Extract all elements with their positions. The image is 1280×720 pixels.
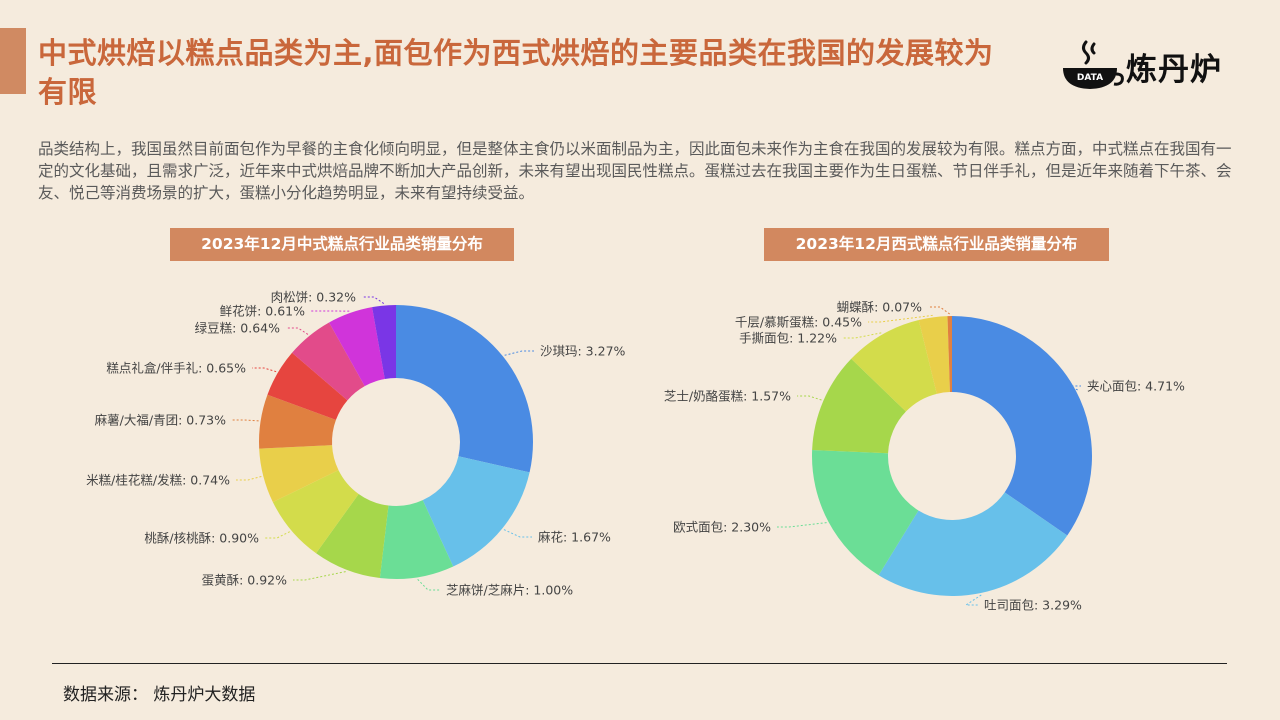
data-source: 数据来源： 炼丹炉大数据: [63, 685, 256, 705]
slice-0: [952, 316, 1092, 536]
slice-3: [316, 493, 389, 579]
leader-line-2: [777, 522, 827, 528]
leader-line-3: [797, 395, 822, 401]
slice-label-4: 手撕面包: 1.22%: [739, 331, 837, 346]
logo-text: 炼丹炉: [1126, 52, 1222, 88]
slice-label-0: 沙琪玛: 3.27%: [540, 344, 626, 359]
slice-label-2: 欧式面包: 2.30%: [673, 520, 771, 535]
slice-label-3: 芝士/奶酪蛋糕: 1.57%: [664, 389, 791, 404]
slice-5: [259, 445, 339, 503]
leader-line-4: [265, 531, 291, 539]
slice-9: [329, 307, 385, 387]
slice-label-3: 蛋黄酥: 0.92%: [202, 573, 288, 588]
data-pot-icon: DATA: [1063, 40, 1124, 89]
leader-line-3: [293, 571, 346, 581]
page-title: 中式烘焙以糕点品类为主,面包作为西式烘焙的主要品类在我国的发展较为有限: [38, 36, 994, 109]
slice-label-8: 绿豆糕: 0.64%: [195, 321, 281, 336]
slice-6: [259, 394, 336, 449]
slice-1: [422, 456, 530, 567]
slice-1: [878, 492, 1068, 597]
slice-10: [372, 305, 396, 379]
slice-label-5: 千层/慕斯蛋糕: 0.45%: [735, 315, 862, 330]
slice-label-5: 米糕/桂花糕/发糕: 0.74%: [86, 473, 230, 488]
chinese-pastry-donut-chart: 沙琪玛: 3.27% 麻花: 1.67% 芝麻饼/芝麻片: 1.00% 蛋黄酥: 0.…: [86, 290, 626, 598]
logo-badge: DATA: [1077, 73, 1103, 83]
slice-label-1: 麻花: 1.67%: [538, 530, 611, 545]
slice-8: [292, 322, 365, 401]
leader-line-5: [236, 476, 262, 481]
slice-3: [812, 358, 906, 454]
slice-4: [851, 320, 937, 412]
leader-line-6: [928, 306, 950, 315]
slice-2: [379, 500, 454, 579]
slice-6: [947, 316, 952, 393]
leader-line-0: [1068, 385, 1081, 391]
slice-label-1: 吐司面包: 3.29%: [984, 598, 1082, 613]
leader-line-2: [417, 578, 440, 591]
slice-5: [918, 316, 950, 394]
slice-0: [396, 305, 533, 473]
leader-line-4: [843, 332, 882, 339]
slice-label-6: 蝴蝶酥: 0.07%: [837, 300, 923, 315]
slice-7: [267, 352, 348, 420]
slice-label-4: 桃酥/核桃酥: 0.90%: [144, 531, 259, 546]
slice-2: [812, 450, 919, 576]
slice-label-7: 糕点礼盒/伴手礼: 0.65%: [106, 361, 246, 376]
leader-line-5: [868, 314, 933, 323]
intro-paragraph: 品类结构上，我国虽然目前面包作为早餐的主食化倾向明显，但是整体主食仍以米面制品为…: [38, 140, 1232, 202]
slice-label-2: 芝麻饼/芝麻片: 1.00%: [446, 583, 573, 598]
slice-4: [272, 470, 359, 554]
slice-label-0: 夹心面包: 4.71%: [1087, 379, 1185, 394]
footer-divider: [52, 663, 1227, 664]
leader-line-1: [503, 529, 532, 538]
leader-line-7: [252, 367, 277, 373]
slice-label-9: 鲜花饼: 0.61%: [220, 304, 306, 319]
slice-label-6: 麻薯/大福/青团: 0.73%: [95, 413, 226, 428]
leader-line-1: [964, 594, 982, 606]
western-pastry-donut-chart: 夹心面包: 4.71% 吐司面包: 3.29% 欧式面包: 2.30% 芝士/奶酪蛋糕…: [664, 300, 1185, 613]
leader-line-6: [232, 419, 259, 422]
brand-logo: DATA 炼丹炉: [1060, 38, 1250, 94]
title-accent-bar: [0, 28, 26, 94]
leader-line-0: [504, 350, 534, 356]
slice-label-10: 肉松饼: 0.32%: [271, 290, 357, 305]
western-pastry-chart-title: 2023年12月西式糕点行业品类销量分布: [764, 228, 1109, 261]
chinese-pastry-chart-title: 2023年12月中式糕点行业品类销量分布: [170, 228, 514, 261]
